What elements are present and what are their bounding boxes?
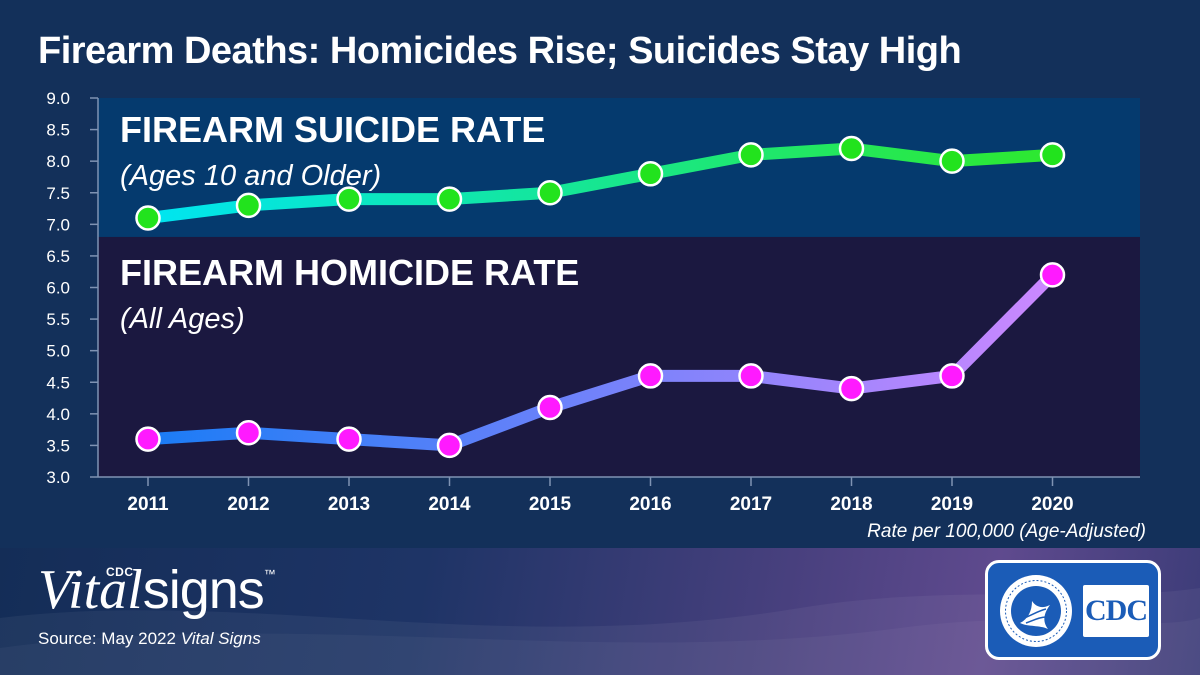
series-line [142,142,1059,225]
x-tick-label: 2016 [629,494,671,515]
data-point [537,394,563,421]
source-italic: Vital Signs [180,629,261,648]
series-line [142,268,1059,452]
y-tick-label: 3.5 [46,436,70,455]
y-tick-label: 8.5 [46,121,70,140]
brand-vital: Vital [38,559,143,621]
suicide-band [98,98,1140,237]
data-point [939,363,965,389]
data-point [637,161,664,187]
data-point [436,186,463,212]
data-point [1039,142,1066,168]
brand-signs: signs [142,560,265,620]
data-point [838,375,865,402]
x-tick-label: 2017 [730,494,772,515]
data-point [738,363,764,389]
data-point [838,135,865,162]
series-name-label: FIREARM SUICIDE RATE [120,109,545,150]
y-tick-label: 6.5 [46,247,70,266]
y-tick-label: 8.0 [46,152,70,171]
series-subtitle-label: (All Ages) [120,303,245,335]
cdc-hhs-logo: CDC [985,560,1161,660]
brand-cdc-label: CDC [106,565,134,579]
x-tick-label: 2018 [830,494,872,515]
y-tick-label: 9.0 [46,89,70,108]
y-tick-label: 5.5 [46,310,70,329]
series-labels: FIREARM SUICIDE RATE (Ages 10 and Older) F… [120,109,579,335]
cdc-logo-box: CDC [1083,585,1149,637]
series-layer [135,135,1066,459]
cdc-logo-text: CDC [1085,594,1148,627]
footer-wave-decoration [0,588,1200,675]
data-point [939,148,965,174]
data-point [235,192,262,219]
x-tick-label: 2014 [428,494,471,515]
y-tick-label: 6.0 [46,279,70,298]
data-point [436,432,463,459]
x-tick-label: 2020 [1031,494,1073,515]
series-name-label: FIREARM HOMICIDE RATE [120,252,579,293]
data-point [537,180,563,206]
data-point [135,205,161,231]
x-axis-label: Rate per 100,000 (Age-Adjusted) [867,521,1146,542]
footer: Vitalsigns™ CDC Source: May 2022 Vital S… [0,548,1200,675]
x-tick-label: 2015 [529,494,572,515]
brand-trademark: ™ [263,567,276,581]
x-tick-label: 2013 [328,494,370,515]
x-tick-label: 2019 [931,494,973,515]
y-tick-label: 5.0 [46,342,70,361]
line-chart: 3.0 3.5 4.0 4.5 5.0 5.5 6.0 6.5 7.0 7.5 8.0 8.5 9.0 2… [46,89,1146,542]
data-point [235,420,262,446]
data-point [336,426,362,452]
data-point [738,142,764,168]
data-point [336,186,362,212]
source-prefix: Source: May 2022 [38,629,181,648]
y-tick-label: 4.5 [46,373,70,392]
hhs-seal-icon [1000,575,1072,647]
x-tick-label: 2011 [127,494,169,515]
y-tick-label: 3.0 [46,468,70,487]
source-note: Source: May 2022 Vital Signs [38,629,261,649]
y-tick-label: 7.0 [46,215,70,234]
data-point [1039,262,1066,288]
x-tick-label: 2012 [227,494,269,515]
series-subtitle-label: (Ages 10 and Older) [120,160,381,192]
axes: 3.0 3.5 4.0 4.5 5.0 5.5 6.0 6.5 7.0 7.5 8.0 8.5 9.0 2… [46,89,1146,542]
y-tick-label: 4.0 [46,405,70,424]
data-point [135,426,161,452]
data-point [637,363,664,389]
chart-title: Firearm Deaths: Homicides Rise; Suicides… [38,30,962,72]
vital-signs-logo: Vitalsigns™ [38,562,276,618]
y-tick-label: 7.5 [46,184,70,203]
